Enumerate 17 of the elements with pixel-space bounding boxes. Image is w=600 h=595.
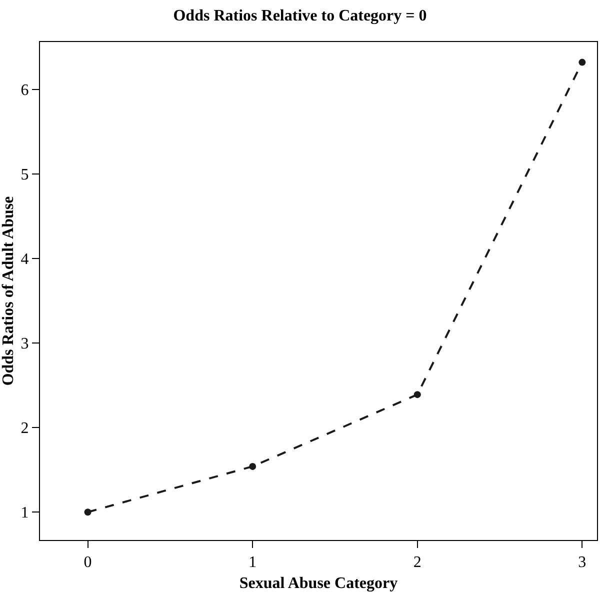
x-axis-title: Sexual Abuse Category bbox=[239, 574, 398, 592]
x-tick-label: 0 bbox=[84, 554, 92, 572]
chart-title: Odds Ratios Relative to Category = 0 bbox=[173, 7, 427, 24]
x-tick-label: 1 bbox=[248, 554, 257, 572]
y-tick-label: 4 bbox=[20, 251, 29, 268]
x-tick-label: 2 bbox=[413, 554, 422, 572]
y-axis-title: Odds Ratios of Adult Abuse bbox=[0, 196, 17, 386]
point bbox=[578, 58, 586, 66]
y-tick-label: 6 bbox=[20, 82, 29, 99]
y-tick-label: 3 bbox=[20, 336, 29, 353]
point bbox=[414, 391, 421, 398]
y-tick-label: 2 bbox=[20, 420, 29, 438]
y-tick-label: 1 bbox=[20, 504, 29, 522]
x-tick-label: 3 bbox=[578, 554, 586, 572]
point bbox=[84, 508, 92, 516]
point bbox=[249, 462, 256, 470]
y-tick-label: 5 bbox=[20, 166, 29, 184]
